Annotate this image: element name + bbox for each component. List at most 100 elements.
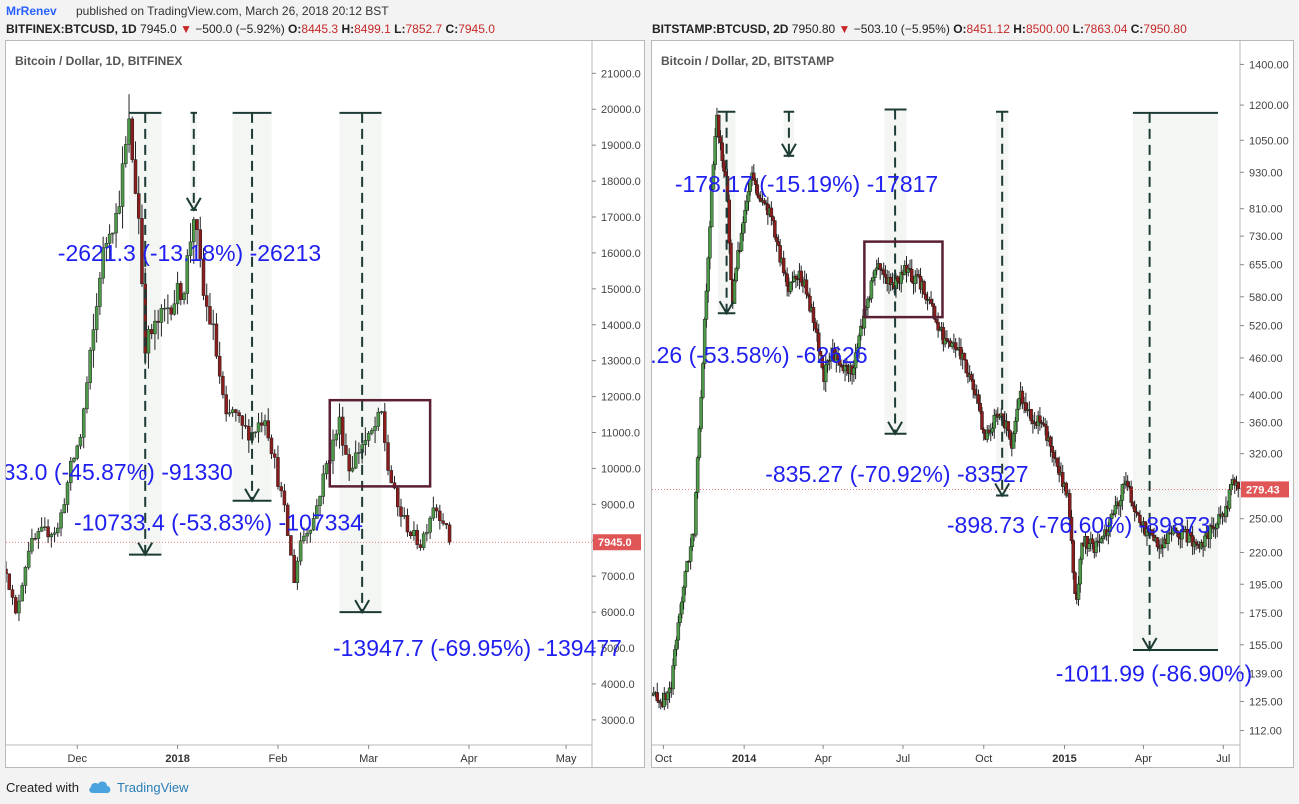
candle-body	[13, 597, 18, 614]
candle-body	[39, 526, 44, 532]
candle-body	[774, 237, 779, 242]
author-link[interactable]: MrRenev	[6, 4, 57, 18]
x-tick-label: Apr	[460, 753, 477, 765]
y-tick-label: 3000.0	[601, 715, 635, 727]
y-tick-label: 175.00	[1249, 608, 1283, 620]
candle-body	[156, 320, 160, 323]
candle-body	[153, 320, 157, 335]
candle-body	[318, 496, 322, 506]
candle-body	[408, 531, 413, 537]
candle-body	[357, 452, 361, 454]
candle-body	[221, 375, 225, 395]
legend-c-label: C:	[445, 22, 459, 36]
candle-body	[701, 363, 705, 398]
candle-body	[727, 199, 731, 244]
candle-body	[81, 408, 86, 438]
candle-body	[1113, 505, 1118, 515]
candle-body	[344, 445, 348, 455]
chart-panel-right[interactable]: Bitcoin / Dollar, 2D, BITSTAMP 112.00 125…	[650, 40, 1294, 768]
candle-body	[736, 250, 740, 269]
candle-body	[237, 412, 241, 417]
y-tick-label: 5000.0	[601, 643, 635, 655]
measure-shade	[996, 111, 1009, 496]
candle-body	[990, 427, 995, 433]
candle-body	[363, 440, 368, 446]
candle-body	[1125, 480, 1130, 487]
candle-body	[217, 355, 222, 377]
candle-body	[1087, 543, 1091, 549]
measure-label: -2621.3 (-13.18%) -26213	[58, 240, 321, 266]
candle-body	[117, 206, 122, 214]
candle-body	[130, 118, 135, 160]
candle-body	[1067, 493, 1072, 518]
candle-body	[1120, 484, 1125, 501]
legend-left: BITFINEX:BTCUSD, 1D 7945.0 ▼ −500.0 (−5.…	[6, 22, 495, 38]
candle-body	[295, 560, 300, 583]
candle-body	[1076, 583, 1081, 600]
candle-body	[804, 279, 809, 295]
legend-l: 7863.04	[1084, 22, 1128, 36]
candle-body	[969, 374, 974, 380]
candle-body	[1215, 523, 1219, 529]
candle-body	[353, 452, 358, 469]
candle-body	[739, 232, 744, 252]
candle-body	[1029, 409, 1033, 421]
candle-body	[4, 568, 8, 574]
candle-body	[292, 555, 296, 583]
candle-body	[1085, 536, 1090, 549]
candle-body	[182, 293, 186, 300]
candle-body	[1052, 451, 1056, 459]
candle-body	[1180, 529, 1184, 540]
candle-body	[224, 394, 228, 415]
x-tick-label: 2018	[165, 753, 189, 765]
y-tick-label: 13000.0	[601, 356, 641, 368]
candle-body	[917, 274, 921, 277]
candlestick-chart-bitfinex[interactable]: 3000.04000.05000.06000.07000.08000.09000…	[0, 41, 644, 767]
candle-body	[379, 411, 384, 413]
candle-body	[266, 420, 270, 439]
candle-body	[874, 267, 879, 271]
candle-body	[824, 364, 828, 382]
y-tick-label: 17000.0	[601, 212, 641, 224]
candle-body	[124, 144, 128, 164]
candle-body	[169, 307, 173, 315]
candle-body	[1110, 513, 1114, 519]
legend-o: 8451.12	[966, 22, 1010, 36]
legend-c: 7945.0	[458, 22, 495, 36]
candle-body	[285, 504, 290, 536]
candle-body	[706, 257, 710, 292]
candle-body	[857, 335, 861, 348]
candle-body	[755, 184, 760, 196]
candle-body	[230, 409, 235, 413]
candle-body	[399, 506, 403, 517]
candle-body	[788, 281, 793, 292]
candle-body	[198, 229, 203, 260]
candle-body	[683, 571, 688, 588]
candle-body	[418, 544, 423, 548]
down-triangle-icon: ▼	[180, 22, 192, 36]
candle-body	[813, 322, 817, 330]
tradingview-link[interactable]: TradingView	[117, 780, 189, 795]
y-tick-label: 12000.0	[601, 392, 641, 404]
candle-body	[702, 319, 707, 364]
chart-panel-left[interactable]: Bitcoin / Dollar, 1D, BITFINEX 3000.0 400…	[0, 40, 645, 768]
measure-label: .33.0 (-45.87%) -91330	[6, 459, 233, 485]
candle-body	[240, 415, 245, 426]
y-tick-label: 21000.0	[601, 68, 641, 80]
candle-body	[192, 219, 196, 243]
candle-body	[1203, 535, 1207, 547]
candle-body	[1024, 402, 1028, 411]
candle-body	[85, 382, 89, 410]
candle-body	[1008, 430, 1012, 440]
candle-body	[1108, 518, 1112, 532]
candle-body	[704, 290, 709, 320]
candle-body	[172, 303, 177, 315]
candle-body	[373, 426, 377, 431]
footer-bar: Created with TradingView	[0, 772, 1299, 804]
candlestick-chart-bitstamp[interactable]: 112.00 125.00 139.00 155.00 175.00 195.00 220.…	[650, 41, 1293, 767]
candle-body	[694, 492, 698, 536]
candle-body	[140, 218, 144, 284]
candle-body	[674, 639, 679, 650]
candle-body	[752, 172, 756, 181]
legend-l: 7852.7	[405, 22, 443, 36]
